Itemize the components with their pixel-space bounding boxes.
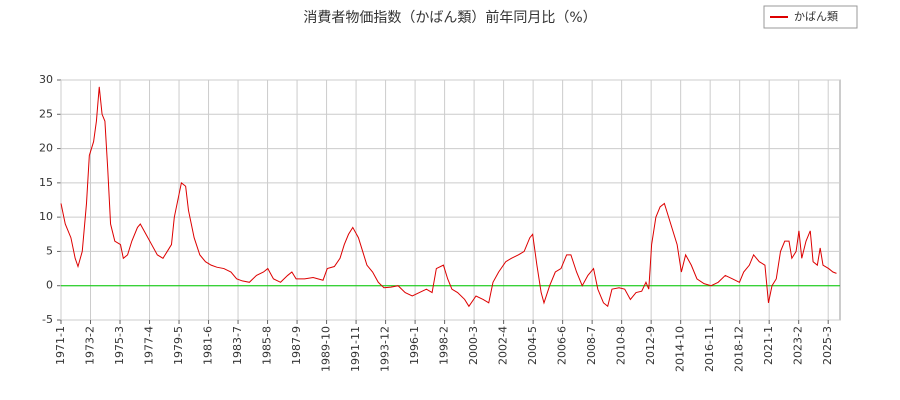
x-tick-label: 2006-6 [556, 326, 569, 365]
y-tick-label: -5 [42, 313, 53, 326]
x-tick-label: 2016-11 [703, 326, 716, 372]
x-tick-label: 2012-9 [644, 326, 657, 365]
chart-title: 消費者物価指数（かばん類）前年同月比（%） [303, 9, 596, 26]
legend-box [763, 5, 858, 29]
x-tick-label: 1975-3 [113, 326, 126, 365]
x-tick-label: 1979-5 [172, 326, 185, 365]
x-tick-label: 2014-10 [674, 326, 687, 372]
x-tick-label: 1981-6 [202, 326, 215, 365]
x-tick-label: 2021-1 [762, 326, 775, 365]
x-tick-label: 1977-4 [143, 326, 156, 365]
x-tick-label: 2004-5 [526, 326, 539, 365]
y-tick-label: 0 [46, 279, 53, 292]
x-tick-label: 2000-3 [467, 326, 480, 365]
x-tick-label: 2010-8 [615, 326, 628, 365]
x-tick-label: 2023-2 [792, 326, 805, 365]
x-tick-label: 1996-1 [408, 326, 421, 365]
x-tick-label: 1993-12 [379, 326, 392, 372]
x-tick-label: 1991-11 [349, 326, 362, 372]
x-tick-label: 2002-4 [497, 326, 510, 365]
x-tick-label: 1987-9 [290, 326, 303, 365]
y-tick-label: 5 [46, 244, 53, 257]
legend: かばん類 [763, 5, 858, 29]
x-tick-label: 1973-2 [84, 326, 97, 365]
x-tick-label: 1983-7 [231, 326, 244, 365]
y-tick-label: 20 [39, 142, 53, 155]
x-tick-label: 1985-8 [261, 326, 274, 365]
x-tick-label: 2025-3 [821, 326, 834, 365]
y-tick-label: 30 [39, 73, 53, 86]
y-tick-label: 10 [39, 210, 53, 223]
x-tick-label: 2008-7 [585, 326, 598, 365]
y-tick-label: 15 [39, 176, 53, 189]
x-tick-label: 1971-1 [54, 326, 67, 365]
x-tick-label: 1998-2 [438, 326, 451, 365]
x-tick-label: 1989-10 [320, 326, 333, 372]
x-tick-label: 2018-12 [733, 326, 746, 372]
data-line [60, 86, 837, 308]
legend-label: かばん類 [794, 10, 838, 23]
y-tick-label: 25 [39, 107, 53, 120]
